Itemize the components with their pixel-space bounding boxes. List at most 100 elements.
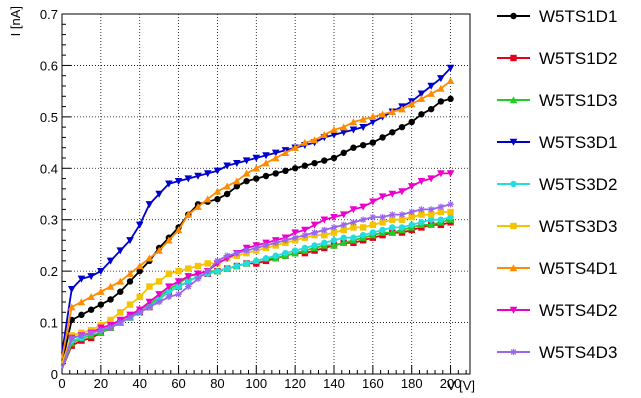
data-point <box>330 154 338 162</box>
data-point <box>214 257 221 265</box>
x-tick-label: 80 <box>210 376 224 391</box>
data-point <box>359 203 367 211</box>
data-point <box>379 219 386 226</box>
data-point <box>446 64 455 72</box>
data-point <box>78 332 85 339</box>
data-point <box>165 236 173 244</box>
data-point <box>116 277 125 285</box>
data-point <box>339 129 348 137</box>
legend-item: W5TS4D1 <box>497 259 617 278</box>
data-point <box>185 265 192 272</box>
data-point <box>126 314 134 321</box>
data-point <box>271 154 280 162</box>
data-point <box>310 221 319 229</box>
data-point <box>155 190 163 198</box>
data-point <box>427 82 435 90</box>
data-point <box>155 278 163 285</box>
legend-label: W5TS1D3 <box>539 91 617 110</box>
legend-marker <box>509 264 518 272</box>
legend-label: W5TS4D1 <box>539 259 617 278</box>
data-point <box>389 129 396 136</box>
axis-ticks: 0 20 40 60 80 100 120 140 160 180 200 0 0.1 0.2 0.3 0.4… <box>40 7 467 391</box>
x-axis-label: V [V] <box>447 378 475 393</box>
data-point <box>282 249 289 257</box>
data-point <box>340 149 347 157</box>
data-point <box>398 105 406 113</box>
legend-item: W5TS3D3 <box>497 217 617 236</box>
x-tick-label: 40 <box>132 376 146 391</box>
data-point <box>447 213 454 221</box>
data-point <box>359 216 367 223</box>
y-tick-label: 0.3 <box>40 213 58 228</box>
data-point <box>194 172 202 180</box>
data-point <box>243 247 250 254</box>
data-point <box>321 239 328 247</box>
data-point <box>146 303 153 311</box>
data-point <box>408 208 415 216</box>
data-point <box>311 242 318 249</box>
data-point <box>253 175 260 182</box>
data-point <box>330 213 338 221</box>
data-point <box>447 201 454 208</box>
data-point <box>262 159 270 167</box>
y-tick-label: 0.7 <box>40 7 58 22</box>
data-point <box>233 159 241 167</box>
legend-item: W5TS4D2 <box>497 301 617 320</box>
data-point <box>243 260 250 267</box>
data-point <box>320 131 329 139</box>
data-point <box>145 201 154 209</box>
data-point <box>369 139 377 146</box>
data-point <box>174 177 183 185</box>
data-point <box>388 190 397 198</box>
data-point <box>194 203 202 211</box>
x-tick-label: 120 <box>284 376 306 391</box>
data-point <box>339 239 348 247</box>
legend-item: W5TS4D3 <box>497 343 617 362</box>
data-point <box>359 224 367 231</box>
data-point <box>155 246 163 254</box>
data-point <box>184 210 193 218</box>
data-point <box>437 98 445 105</box>
data-point <box>350 219 357 226</box>
data-point <box>126 269 134 277</box>
data-point <box>418 211 425 218</box>
data-point <box>427 89 435 97</box>
data-point <box>321 157 328 164</box>
data-point <box>165 180 173 188</box>
data-point <box>175 267 182 275</box>
data-point <box>203 170 212 178</box>
x-tick-label: 200 <box>440 376 462 391</box>
legend-marker <box>509 138 518 146</box>
data-point <box>135 221 144 229</box>
x-tick-label: 160 <box>362 376 384 391</box>
data-point <box>330 131 338 139</box>
y-tick-label: 0.4 <box>40 161 58 176</box>
data-point <box>146 283 153 290</box>
data-point <box>350 144 357 151</box>
y-tick-label: 0.1 <box>40 316 58 331</box>
legend-label: W5TS1D2 <box>539 49 617 68</box>
data-point <box>407 183 416 191</box>
data-point <box>165 293 173 301</box>
y-tick-label: 0.6 <box>40 58 58 73</box>
data-point <box>174 226 183 234</box>
data-point <box>291 165 299 172</box>
data-point <box>262 242 270 249</box>
data-point <box>87 293 95 301</box>
data-point <box>330 241 338 249</box>
data-point <box>184 175 193 183</box>
data-point <box>97 287 105 295</box>
data-point <box>155 298 163 306</box>
data-point <box>184 273 193 281</box>
data-point <box>252 164 261 172</box>
legend-marker <box>510 222 517 230</box>
data-point <box>126 237 134 245</box>
data-point <box>116 247 125 255</box>
data-point <box>282 237 289 244</box>
data-point <box>369 198 377 206</box>
data-point <box>418 111 425 118</box>
data-point <box>291 229 299 237</box>
data-point <box>321 231 328 239</box>
data-point <box>311 159 318 167</box>
data-point <box>253 257 260 265</box>
